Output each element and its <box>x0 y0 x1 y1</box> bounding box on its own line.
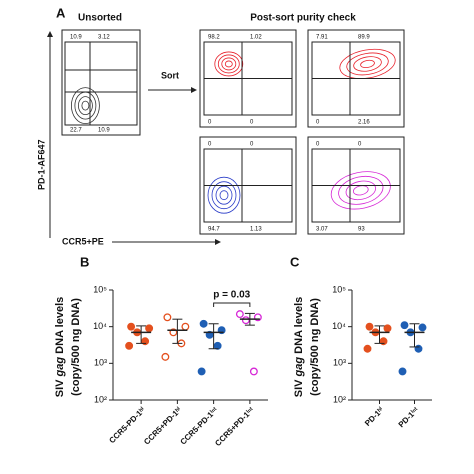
contour <box>224 60 233 68</box>
quadrant-value: 0 <box>250 120 254 126</box>
contour <box>219 190 229 201</box>
data-point <box>145 324 154 333</box>
data-point <box>400 321 409 330</box>
y-tick-label: 10⁵ <box>93 284 107 294</box>
contour <box>353 56 382 72</box>
y-tick-label: 10² <box>333 394 346 404</box>
contour <box>81 100 90 111</box>
data-point <box>414 344 423 353</box>
contour <box>330 171 391 210</box>
data-point <box>205 330 214 339</box>
quadrant-value: 98.2 <box>208 35 220 41</box>
data-point <box>398 367 407 376</box>
contour <box>211 181 237 210</box>
flow-plot <box>199 29 297 128</box>
data-point <box>418 323 427 332</box>
quadrant-value: 93 <box>358 227 365 233</box>
quadrant-value: 1.02 <box>250 35 262 41</box>
quadrant-value: 0 <box>316 142 320 148</box>
flow-plot <box>307 29 405 128</box>
contour <box>339 48 396 79</box>
data-point <box>127 322 136 331</box>
quadrant-value: 0 <box>208 120 212 126</box>
quadrant-value: 0 <box>358 142 362 148</box>
quadrant-value: 89.9 <box>358 35 370 41</box>
contour <box>207 176 241 214</box>
quadrant-value: 3.07 <box>316 227 328 233</box>
gate <box>64 41 138 126</box>
data-point <box>249 367 258 376</box>
data-point <box>197 367 206 376</box>
data-point <box>125 341 134 350</box>
data-point <box>181 322 190 331</box>
contour <box>217 54 240 74</box>
y-label-part: DNA levels <box>293 297 305 357</box>
axis-label: CCR5+PE <box>62 236 104 246</box>
contour <box>346 52 389 76</box>
quadrant-value: 7.91 <box>316 35 328 41</box>
y-axis-label: (copy/500 ng DNA) <box>70 298 82 396</box>
quadrant-value: 3.12 <box>98 35 110 41</box>
panel-label: A <box>56 5 66 20</box>
quadrant-value: 10.9 <box>98 128 110 134</box>
y-axis-label: SIV gag DNA levels <box>54 297 66 397</box>
data-point <box>213 341 222 350</box>
contour <box>78 96 93 115</box>
x-tick-label: CCR5+PD-1ⁱⁿᵗ <box>213 405 256 448</box>
significance-bracket <box>213 302 251 307</box>
contour <box>215 185 233 205</box>
data-point <box>365 322 374 331</box>
x-tick-label: PD-1ⁱⁿᵗ <box>396 405 421 430</box>
y-label-part: SIV <box>54 376 66 397</box>
data-point <box>363 344 372 353</box>
x-tick-label: CCR5-PD-1ʰⁱ <box>107 404 148 445</box>
annotation: p = 0.03 <box>213 290 250 301</box>
y-tick-label: 10² <box>94 394 107 404</box>
contour <box>360 59 375 69</box>
plot-title: Unsorted <box>78 13 122 24</box>
data-point <box>163 313 172 322</box>
data-point <box>235 310 244 319</box>
panel-label: B <box>80 254 89 269</box>
contour <box>71 87 100 124</box>
sort-label: Sort <box>161 70 179 80</box>
y-tick-label: 10⁵ <box>332 284 346 294</box>
y-tick-label: 10³ <box>333 358 346 368</box>
contour <box>214 51 244 77</box>
data-point <box>161 352 170 361</box>
y-label-part: gag <box>293 357 305 378</box>
y-axis-label: (copy/500 ng DNA) <box>309 298 321 396</box>
quadrant-value: 2.16 <box>358 120 370 126</box>
y-label-part: DNA levels <box>54 297 66 357</box>
data-point <box>199 319 208 328</box>
axis-label: PD-1-AF647 <box>36 139 46 190</box>
flow-plot <box>307 136 405 235</box>
y-label-part: gag <box>54 357 66 378</box>
quadrant-value: 0 <box>250 142 254 148</box>
y-tick-label: 10⁴ <box>93 321 107 331</box>
quadrant-value: 0 <box>316 120 320 126</box>
contour <box>221 57 237 71</box>
quadrant-value: 22.7 <box>70 128 82 134</box>
data-point <box>383 324 392 333</box>
contour <box>353 185 369 196</box>
y-label-part: SIV <box>293 376 305 397</box>
quadrant-value: 1.13 <box>250 227 262 233</box>
quadrant-value: 10.9 <box>70 35 82 41</box>
flow-plot <box>199 136 297 235</box>
y-tick-label: 10³ <box>94 358 107 368</box>
quadrant-value: 94.7 <box>208 227 220 233</box>
y-tick-label: 10⁴ <box>332 321 346 331</box>
data-point <box>241 316 250 325</box>
flow-plot <box>61 29 141 136</box>
x-tick-label: PD-1ʰⁱ <box>362 404 385 427</box>
plot-title: Post-sort purity check <box>250 13 356 24</box>
y-axis-label: SIV gag DNA levels <box>293 297 305 397</box>
quadrant-value: 0 <box>208 142 212 148</box>
panel-label: C <box>290 254 300 269</box>
contour <box>345 180 376 201</box>
